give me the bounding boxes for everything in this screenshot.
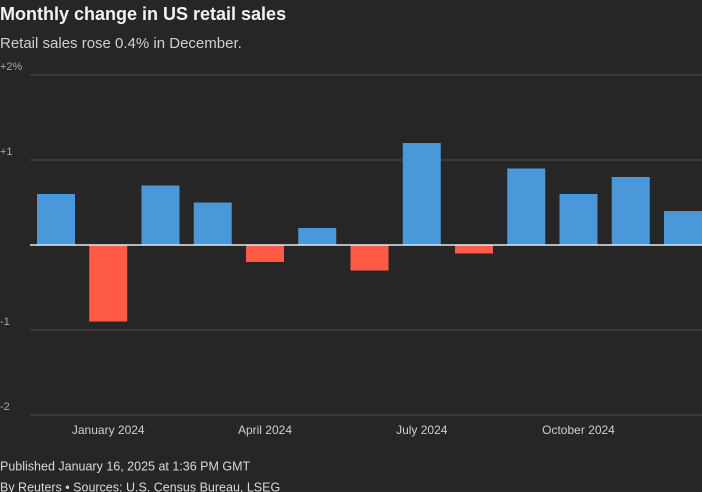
x-tick-label: July 2024 [396, 423, 448, 437]
bar [402, 143, 441, 245]
bar [507, 168, 546, 245]
bar [455, 245, 493, 254]
bar [559, 194, 598, 245]
bar [193, 202, 232, 245]
bar [664, 211, 702, 245]
y-tick-label: -1 [0, 316, 10, 328]
bar [611, 177, 650, 245]
y-tick-label: -2 [0, 401, 10, 413]
bar [89, 245, 128, 322]
published-note: Published January 16, 2025 at 1:36 PM GM… [0, 459, 251, 473]
x-tick-label: October 2024 [542, 423, 615, 437]
x-tick-label: January 2024 [72, 423, 145, 437]
bar [298, 228, 337, 245]
chart-title: Monthly change in US retail sales [0, 4, 286, 24]
bar [37, 194, 75, 245]
bar [141, 185, 180, 245]
x-tick-label: April 2024 [238, 423, 292, 437]
bar [350, 245, 389, 271]
bar [246, 245, 284, 262]
y-tick-label: +1 [0, 146, 13, 158]
chart-subtitle: Retail sales rose 0.4% in December. [0, 35, 242, 52]
source-note: By Reuters • Sources: U.S. Census Bureau… [0, 480, 280, 492]
y-tick-label: +2% [0, 61, 23, 73]
